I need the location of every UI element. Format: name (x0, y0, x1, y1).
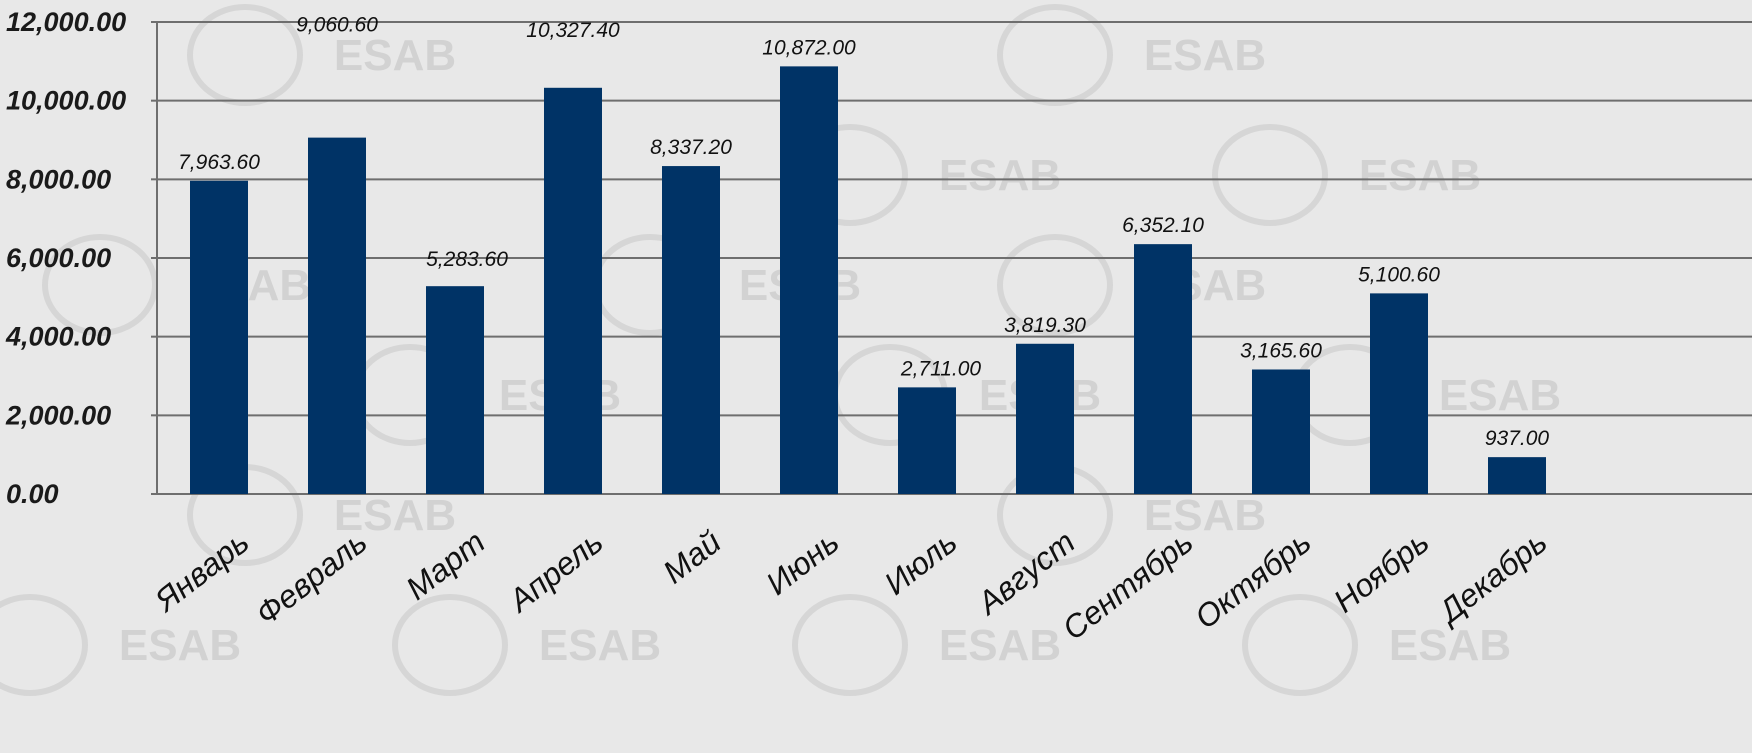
x-tick-label: Январь (147, 523, 256, 619)
watermark-text: ESAB (939, 151, 1061, 200)
watermark-text: ESAB (1144, 491, 1266, 540)
bar (1252, 369, 1310, 494)
data-label: 937.00 (1485, 427, 1550, 450)
y-tick-label: 0.00 (6, 479, 59, 509)
y-tick-label: 2,000.00 (5, 400, 111, 430)
gridlines (151, 21, 1752, 495)
watermark-emblem (42, 234, 158, 336)
y-tick-label: 12,000.00 (6, 7, 126, 37)
bar (190, 180, 248, 494)
watermark-text: ESAB (1439, 371, 1561, 420)
watermark-emblem (792, 594, 908, 696)
watermark-text: ESAB (939, 621, 1061, 670)
watermark-text: ESAB (119, 621, 241, 670)
bars (190, 66, 1546, 495)
watermark-emblem (187, 4, 303, 106)
bar (898, 387, 956, 494)
y-tick-label: 8,000.00 (6, 164, 111, 194)
bar (1016, 343, 1074, 494)
data-labels: 7,963.60 9,060.60 5,283.60 10,327.40 8,337.2… (178, 14, 1549, 451)
x-tick-label: Апрель (500, 523, 609, 619)
watermark-text: ESAB (1389, 621, 1511, 670)
bar (544, 87, 602, 494)
data-label: 2,711.00 (900, 357, 982, 380)
watermark-emblem (997, 234, 1113, 336)
x-tick-label: Февраль (249, 523, 374, 631)
y-axis-ticks: 0.00 2,000.00 4,000.00 6,000.00 8,000.00 10,0… (5, 7, 126, 509)
bar (1370, 293, 1428, 494)
x-tick-label: Декабрь (1430, 523, 1554, 631)
bar (1488, 457, 1546, 494)
data-label: 5,100.60 (1358, 263, 1440, 286)
bar (1134, 244, 1192, 494)
watermark-emblem (1212, 124, 1328, 226)
x-tick-label: Ноябрь (1327, 523, 1436, 619)
watermark-text: ESAB (334, 491, 456, 540)
x-tick-label: Сентябрь (1056, 523, 1200, 647)
data-label: 10,872.00 (762, 36, 856, 59)
y-tick-label: 6,000.00 (6, 243, 111, 273)
x-tick-label: Июль (878, 523, 964, 601)
data-label: 8,337.20 (650, 136, 732, 159)
watermark-text: ESAB (334, 31, 456, 80)
watermark-text: ESAB (1359, 151, 1481, 200)
watermark-emblem (392, 594, 508, 696)
bar (308, 137, 366, 494)
data-label: 5,283.60 (426, 248, 508, 271)
watermark-text: ESAB (539, 621, 661, 670)
watermark-emblem (1242, 594, 1358, 696)
x-tick-label: Июнь (759, 523, 845, 601)
bar (426, 286, 484, 494)
y-tick-label: 10,000.00 (6, 86, 126, 116)
data-label: 3,819.30 (1004, 314, 1086, 337)
data-label: 9,060.60 (296, 14, 378, 37)
bar (662, 166, 720, 494)
data-label: 7,963.60 (178, 151, 260, 174)
x-tick-label: Май (656, 523, 728, 590)
watermark-text: ESAB (1144, 31, 1266, 80)
watermark-emblem (997, 4, 1113, 106)
data-label: 3,165.60 (1240, 339, 1322, 362)
watermark-emblem (0, 594, 88, 696)
data-label: 10,327.40 (526, 19, 620, 42)
data-label: 6,352.10 (1122, 214, 1204, 237)
x-tick-label: Август (969, 523, 1081, 622)
bar (780, 66, 838, 495)
y-tick-label: 4,000.00 (5, 322, 111, 352)
